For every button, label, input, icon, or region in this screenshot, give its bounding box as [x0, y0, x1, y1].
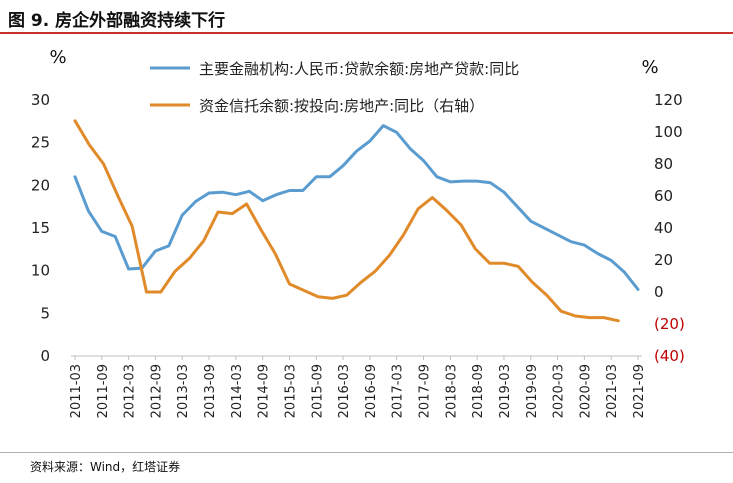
left-tick-label: 10 [31, 262, 50, 280]
right-tick-label: 40 [654, 219, 673, 237]
x-tick-label: 2021-03 [605, 364, 620, 418]
x-tick-label: 2012-03 [123, 364, 138, 418]
x-tick-label: 2017-09 [418, 364, 433, 418]
x-tick-label: 2014-03 [230, 364, 245, 418]
x-tick-label: 2015-03 [283, 364, 298, 418]
right-tick-label: 80 [654, 155, 673, 173]
legend-label-loan: 主要金融机构:人民币:贷款余额:房地产贷款:同比 [199, 60, 519, 78]
x-tick-label: 2017-03 [391, 364, 406, 418]
x-tick-label: 2011-03 [69, 364, 84, 418]
right-tick-label: 60 [654, 187, 673, 205]
chart-legend: 主要金融机构:人民币:贷款余额:房地产贷款:同比资金信托余额:按投向:房地产:同… [150, 60, 519, 115]
series-lines [73, 119, 640, 323]
x-tick-label: 2015-09 [310, 364, 325, 418]
x-tick-label: 2018-09 [471, 364, 486, 418]
x-tick-label: 2013-09 [203, 364, 218, 418]
right-tick-label: (20) [654, 315, 685, 333]
left-tick-label: 30 [31, 91, 50, 109]
footer-divider [0, 452, 733, 453]
left-axis-unit: % [49, 47, 66, 68]
right-tick-label: 20 [654, 251, 673, 269]
x-tick-label: 2018-03 [444, 364, 459, 418]
legend-label-trust: 资金信托余额:按投向:房地产:同比（右轴） [199, 97, 484, 115]
x-tick-label: 2013-03 [176, 364, 191, 418]
series-line-loan-growth [73, 124, 640, 291]
x-tick-label: 2019-09 [525, 364, 540, 418]
x-tick-label: 2016-09 [364, 364, 379, 418]
right-tick-label: 100 [654, 123, 683, 141]
right-tick-label: 0 [654, 283, 664, 301]
left-tick-label: 5 [40, 304, 50, 322]
left-tick-label: 25 [31, 134, 50, 152]
left-tick-label: 20 [31, 176, 50, 194]
x-tick-label: 2020-09 [578, 364, 593, 418]
x-tick-label: 2011-09 [96, 364, 111, 418]
x-tick-label: 2012-09 [149, 364, 164, 418]
chart-title: 图 9. 房企外部融资持续下行 [8, 11, 226, 31]
x-tick-label: 2016-03 [337, 364, 352, 418]
right-tick-label: (40) [654, 347, 685, 365]
x-tick-label: 2020-03 [552, 364, 567, 418]
x-tick-label: 2014-09 [257, 364, 272, 418]
left-tick-label: 15 [31, 219, 50, 237]
source-note: 资料来源：Wind，红塔证券 [30, 460, 181, 474]
axes: 0 5 10 15 20 25 30 (40) (20) 0 20 40 60 80 100 120 2011-… [31, 91, 685, 418]
x-tick-label: 2019-03 [498, 364, 513, 418]
right-axis-unit: % [641, 57, 658, 78]
right-tick-label: 120 [654, 91, 683, 109]
x-tick-label: 2021-09 [632, 364, 647, 418]
title-divider [0, 32, 733, 34]
series-line-trust-growth [73, 119, 620, 323]
left-tick-label: 0 [40, 347, 50, 365]
